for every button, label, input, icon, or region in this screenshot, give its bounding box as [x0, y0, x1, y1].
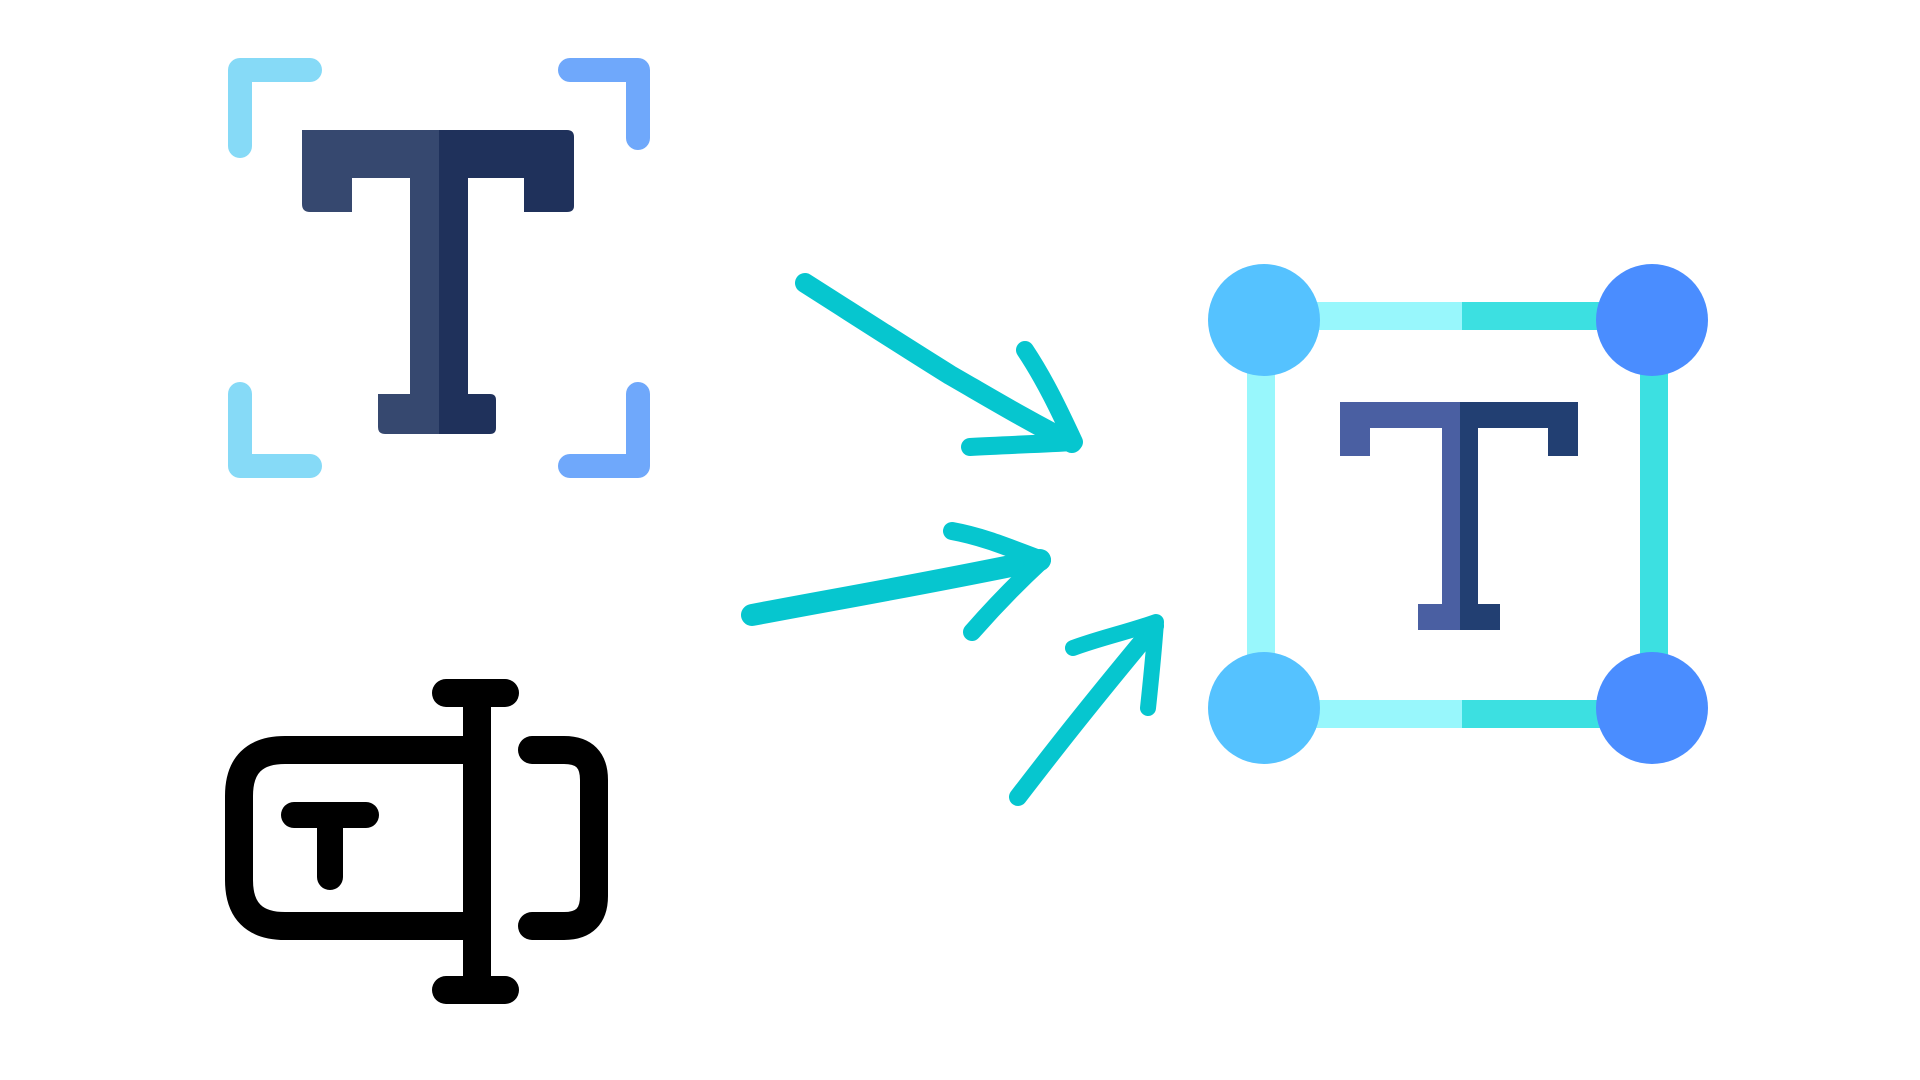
handle-bottom-right: [1596, 652, 1708, 764]
arrow-middle-shaft: [741, 549, 1051, 626]
arrows-group: [741, 273, 1164, 806]
letter-t-glyph: [302, 130, 574, 434]
frame-right-side: [1640, 320, 1668, 712]
arrow-bottom: [1009, 614, 1164, 806]
text-transform-icon: [1208, 264, 1708, 764]
letter-t-right-half: [439, 130, 574, 434]
arrow-top-shaft: [795, 273, 1082, 453]
inner-letter-t: [1340, 402, 1578, 630]
arrow-middle-head: [943, 522, 1051, 641]
corner-top-right: [558, 58, 650, 150]
arrow-top-head: [961, 341, 1083, 456]
arrow-middle: [741, 522, 1051, 641]
handle-top-right: [1596, 264, 1708, 376]
corner-bottom-left: [228, 382, 322, 478]
inner-t-right-half: [1460, 402, 1578, 630]
handle-top-left: [1208, 264, 1320, 376]
text-box-right-frame: [518, 736, 608, 940]
cursor-beam: [432, 679, 519, 1004]
small-t-glyph: [281, 802, 379, 890]
inner-t-left-half: [1340, 402, 1460, 630]
corner-top-left: [228, 58, 322, 158]
corner-brackets: [228, 58, 650, 478]
arrow-top: [795, 273, 1083, 456]
handle-bottom-left: [1208, 652, 1320, 764]
arrow-bottom-shaft: [1009, 617, 1164, 806]
text-select-icon: [228, 58, 650, 478]
frame-left-side: [1247, 320, 1275, 712]
text-box-cursor-icon: [225, 679, 608, 1004]
text-box-left-frame: [225, 736, 490, 940]
arrow-bottom-head: [1065, 614, 1164, 716]
corner-bottom-right: [558, 382, 650, 478]
letter-t-left-half: [302, 130, 439, 434]
resize-handles: [1208, 264, 1708, 764]
